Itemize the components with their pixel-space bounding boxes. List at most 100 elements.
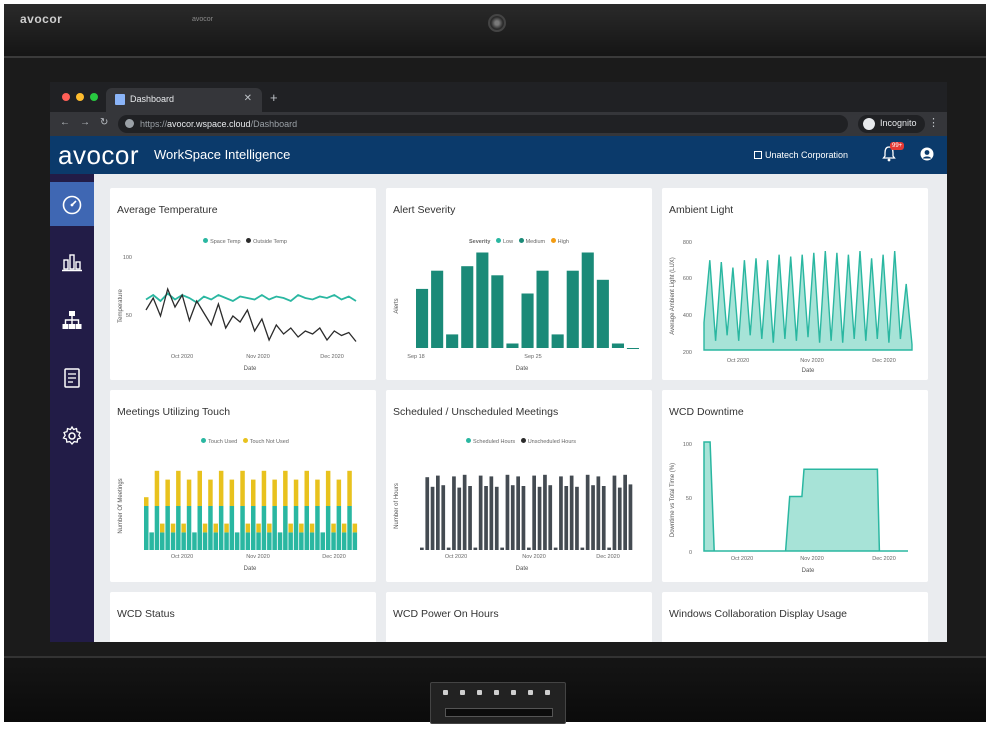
- bar-touch-not-used[interactable]: [218, 470, 224, 506]
- bar-unscheduled-hours[interactable]: [628, 484, 633, 550]
- bar-touch-not-used[interactable]: [352, 523, 358, 533]
- legend-low[interactable]: Low: [502, 239, 514, 245]
- bar-unscheduled-hours[interactable]: [489, 476, 494, 550]
- bar-touch-used[interactable]: [144, 506, 149, 550]
- address-bar[interactable]: https://avocor.wspace.cloud/Dashboard: [118, 115, 848, 133]
- bar-unscheduled-hours[interactable]: [591, 485, 595, 550]
- bar-touch-not-used[interactable]: [293, 479, 299, 506]
- bar-medium[interactable]: [551, 334, 564, 348]
- bar-medium[interactable]: [626, 348, 639, 349]
- bar-unscheduled-hours[interactable]: [516, 476, 520, 550]
- bar-medium[interactable]: [611, 343, 624, 349]
- bar-touch-used[interactable]: [202, 532, 208, 550]
- bar-touch-not-used[interactable]: [229, 479, 235, 506]
- legend-unscheduled-hours[interactable]: Unscheduled Hours: [527, 439, 577, 445]
- bar-unscheduled-hours[interactable]: [521, 486, 526, 550]
- bar-unscheduled-hours[interactable]: [596, 476, 601, 550]
- incognito-badge[interactable]: Incognito: [858, 115, 925, 133]
- bar-touch-used[interactable]: [299, 532, 304, 550]
- bar-touch-used[interactable]: [336, 506, 342, 550]
- bar-touch-not-used[interactable]: [176, 470, 181, 506]
- hw-button[interactable]: [528, 690, 533, 695]
- sidebar-item-organization[interactable]: [50, 298, 94, 342]
- card-wcd-power-on[interactable]: WCD Power On Hours: [386, 592, 652, 642]
- legend-space-temp[interactable]: Space Temp: [210, 239, 241, 245]
- bar-unscheduled-hours[interactable]: [564, 486, 569, 550]
- bar-touch-not-used[interactable]: [341, 523, 347, 533]
- new-tab-button[interactable]: +: [270, 90, 278, 105]
- legend-medium[interactable]: Medium: [525, 239, 546, 245]
- bar-touch-used[interactable]: [208, 506, 213, 550]
- bar-unscheduled-hours[interactable]: [623, 474, 627, 550]
- bar-touch-used[interactable]: [267, 532, 272, 550]
- card-wcd-downtime[interactable]: WCD Downtime Downtime vs Total Time (%) …: [662, 390, 928, 582]
- bar-unscheduled-hours[interactable]: [430, 486, 435, 550]
- card-average-temperature[interactable]: Average Temperature Space Temp Outside T…: [110, 188, 376, 380]
- legend-scheduled-hours[interactable]: Scheduled Hours: [472, 439, 516, 445]
- bar-touch-used[interactable]: [272, 506, 277, 550]
- bar-unscheduled-hours[interactable]: [585, 474, 590, 550]
- bar-touch-not-used[interactable]: [181, 523, 186, 533]
- close-icon[interactable]: ✕: [243, 93, 252, 104]
- bar-touch-not-used[interactable]: [283, 470, 288, 506]
- bar-touch-not-used[interactable]: [165, 479, 170, 506]
- hw-button[interactable]: [443, 690, 448, 695]
- bar-unscheduled-hours[interactable]: [478, 475, 483, 550]
- bar-touch-not-used[interactable]: [224, 523, 229, 533]
- bar-touch-used[interactable]: [277, 532, 283, 550]
- bar-unscheduled-hours[interactable]: [548, 485, 553, 550]
- bar-touch-used[interactable]: [170, 532, 176, 550]
- bar-touch-used[interactable]: [224, 532, 229, 550]
- bar-touch-used[interactable]: [304, 506, 310, 550]
- reload-icon[interactable]: ↻: [100, 117, 109, 128]
- bar-touch-used[interactable]: [309, 532, 315, 550]
- bar-medium[interactable]: [476, 252, 489, 349]
- bar-touch-used[interactable]: [288, 532, 293, 550]
- bar-touch-used[interactable]: [283, 506, 288, 550]
- bar-medium[interactable]: [431, 270, 444, 348]
- card-scheduled-meetings[interactable]: Scheduled / Unscheduled Meetings Schedul…: [386, 390, 652, 582]
- bar-touch-not-used[interactable]: [267, 523, 272, 533]
- bar-unscheduled-hours[interactable]: [505, 474, 510, 550]
- card-alert-severity[interactable]: Alert Severity Severity Low Medium High …: [386, 188, 652, 380]
- bar-medium[interactable]: [581, 252, 594, 349]
- bar-unscheduled-hours[interactable]: [537, 486, 542, 550]
- bar-touch-used[interactable]: [176, 506, 181, 550]
- legend-touch-not-used[interactable]: Touch Not Used: [249, 439, 289, 445]
- bar-unscheduled-hours[interactable]: [494, 486, 499, 550]
- bar-unscheduled-hours[interactable]: [462, 474, 467, 550]
- bar-touch-not-used[interactable]: [256, 523, 261, 533]
- bar-unscheduled-hours[interactable]: [473, 547, 478, 550]
- bar-unscheduled-hours[interactable]: [500, 547, 504, 550]
- bar-touch-used[interactable]: [315, 506, 320, 550]
- bar-touch-not-used[interactable]: [208, 479, 213, 506]
- card-meetings-touch[interactable]: Meetings Utilizing Touch Touch Used Touc…: [110, 390, 376, 582]
- bar-unscheduled-hours[interactable]: [420, 547, 424, 550]
- hw-button[interactable]: [545, 690, 550, 695]
- bar-unscheduled-hours[interactable]: [446, 547, 451, 550]
- bar-unscheduled-hours[interactable]: [457, 487, 462, 550]
- bar-touch-used[interactable]: [197, 506, 203, 550]
- bar-touch-not-used[interactable]: [170, 523, 176, 533]
- bar-unscheduled-hours[interactable]: [575, 486, 579, 550]
- bar-touch-used[interactable]: [186, 506, 192, 550]
- bar-touch-used[interactable]: [229, 506, 235, 550]
- bar-touch-used[interactable]: [347, 506, 352, 550]
- bar-unscheduled-hours[interactable]: [532, 475, 536, 550]
- bar-touch-used[interactable]: [293, 506, 299, 550]
- bar-touch-used[interactable]: [256, 532, 261, 550]
- bar-touch-not-used[interactable]: [299, 523, 304, 533]
- browser-menu-icon[interactable]: ⋮: [928, 117, 939, 129]
- hw-button[interactable]: [460, 690, 465, 695]
- bar-unscheduled-hours[interactable]: [484, 486, 488, 550]
- bar-medium[interactable]: [521, 293, 534, 349]
- bar-touch-used[interactable]: [331, 532, 336, 550]
- bar-touch-not-used[interactable]: [261, 470, 267, 506]
- bar-touch-used[interactable]: [149, 532, 154, 550]
- close-window-button[interactable]: [62, 93, 70, 101]
- bar-touch-used[interactable]: [251, 506, 256, 550]
- bar-unscheduled-hours[interactable]: [510, 485, 515, 550]
- bar-medium[interactable]: [596, 279, 609, 348]
- card-wcd-status[interactable]: WCD Status: [110, 592, 376, 642]
- legend-high[interactable]: High: [557, 239, 569, 245]
